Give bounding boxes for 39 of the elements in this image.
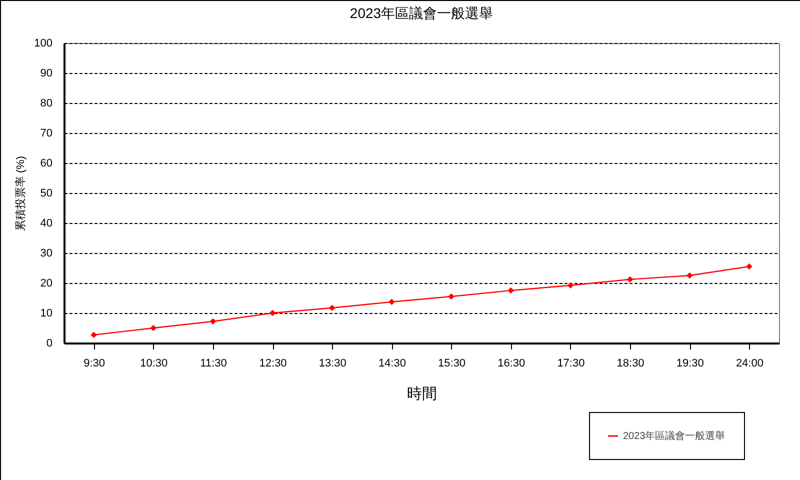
point: [388, 298, 395, 306]
x-tick-label: 9:30: [84, 358, 106, 370]
x-tick-label: 17:30: [557, 358, 585, 370]
x-tick-label: 10:30: [140, 358, 168, 370]
point: [508, 287, 514, 294]
x-tick-label: 15:30: [438, 358, 466, 370]
y-tick-label: 90: [40, 68, 52, 80]
y-axis-title: 累積投票率 (%): [14, 156, 28, 232]
x-axis-title: 時間: [407, 386, 437, 402]
point: [626, 276, 634, 283]
x-tick-label: 18:30: [616, 358, 644, 370]
legend-label: 2023年區議會一般選舉: [623, 430, 726, 442]
y-tick-label: 50: [40, 188, 52, 200]
x-tick-label: 11:30: [200, 358, 227, 370]
point: [210, 318, 216, 325]
x-tick-label: 16:30: [498, 358, 526, 370]
y-tick-label: 30: [40, 248, 52, 260]
point: [746, 263, 752, 270]
point: [150, 324, 157, 332]
y-tick-label: 70: [40, 128, 52, 140]
point: [686, 272, 693, 279]
point: [448, 293, 454, 300]
y-tick-label: 40: [40, 218, 52, 230]
point: [90, 332, 97, 338]
point: [328, 304, 336, 312]
x-tick-label: 24:00: [736, 358, 764, 370]
x-tick-label: 13:30: [318, 358, 346, 370]
x-tick-label: 19:30: [676, 358, 704, 370]
chart-title: 2023年區議會一般選舉: [350, 5, 494, 21]
x-tick-label: 14:30: [378, 358, 406, 370]
y-tick-label: 100: [34, 38, 52, 50]
y-tick-label: 60: [40, 158, 52, 170]
y-tick-label: 80: [40, 98, 52, 110]
y-tick-label: 0: [46, 338, 52, 350]
point: [269, 310, 276, 316]
y-tick-label: 20: [40, 278, 52, 290]
y-tick-label: 10: [40, 308, 52, 320]
point: [567, 282, 574, 289]
x-tick-label: 12:30: [259, 358, 287, 370]
